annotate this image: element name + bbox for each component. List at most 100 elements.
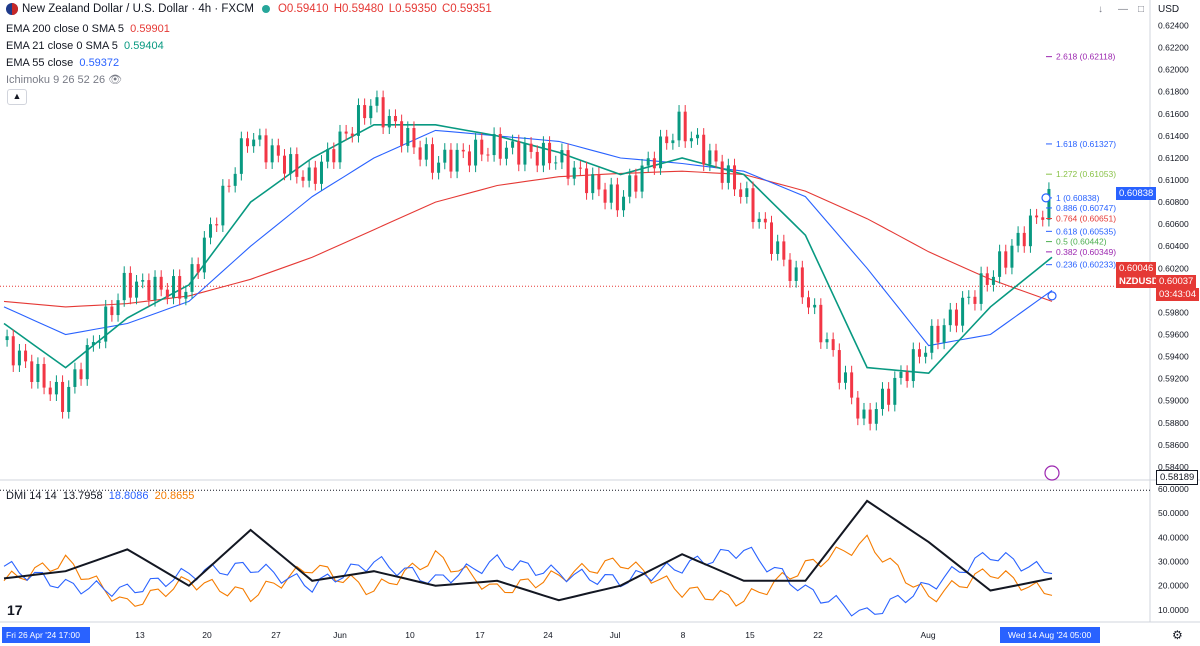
candle-body xyxy=(806,297,810,308)
candle-body xyxy=(757,218,761,223)
chevron-up-icon: ▲ xyxy=(12,91,22,101)
time-tick-label: 13 xyxy=(135,630,145,640)
adx-line xyxy=(3,499,1053,602)
maximize-icon[interactable]: □ xyxy=(1138,4,1145,15)
eye-off-icon[interactable]: 👁︎ xyxy=(108,74,123,86)
symbol-title[interactable]: New Zealand Dollar / U.S. Dollar · 4h · … xyxy=(22,3,254,15)
candle-body xyxy=(609,184,613,203)
ema55-line xyxy=(3,129,1053,347)
fib-anchor-top xyxy=(1041,193,1051,203)
price-tick-label: 0.60600 xyxy=(1158,219,1189,229)
candle-body xyxy=(930,325,934,353)
alert-icon xyxy=(1044,465,1060,481)
candle-body xyxy=(116,300,120,316)
candle-body xyxy=(375,97,379,106)
plus-di-line xyxy=(3,546,1053,617)
fib-anchor-bottom xyxy=(1047,291,1057,301)
indicator-label: Ichimoku 9 26 52 26 xyxy=(6,74,106,86)
symbol-header[interactable]: New Zealand Dollar / U.S. Dollar · 4h · … xyxy=(6,3,494,15)
time-tick-label: 24 xyxy=(543,630,553,640)
candle-body xyxy=(412,128,416,148)
candle-body xyxy=(578,167,582,169)
candle-body xyxy=(973,296,977,304)
candle-body xyxy=(48,387,52,395)
start-time-label: Fri 26 Apr '24 17:00 xyxy=(6,630,80,640)
candle-body xyxy=(135,281,139,298)
candle-body xyxy=(159,276,163,290)
candle-body xyxy=(1028,215,1032,247)
fib-level-label: 1.618 (0.61327) xyxy=(1056,139,1116,149)
fib-level-label: 0.236 (0.60233) xyxy=(1056,260,1116,270)
price-tick-label: 0.62200 xyxy=(1158,43,1189,53)
collapse-legend-button[interactable]: ▲ xyxy=(7,89,27,105)
price-tick-label: 0.61000 xyxy=(1158,175,1189,185)
candle-body xyxy=(221,185,225,226)
candle-body xyxy=(868,409,872,424)
candle-body xyxy=(400,121,404,146)
candle-body xyxy=(726,165,730,183)
candle-body xyxy=(733,165,737,190)
price-tick-label: 0.58600 xyxy=(1158,440,1189,450)
scroll-down-icon[interactable]: ↓ xyxy=(1098,4,1103,15)
price-tick-label: 0.61400 xyxy=(1158,131,1189,141)
candle-body xyxy=(356,105,360,136)
candle-body xyxy=(319,161,323,184)
dmi-legend[interactable]: DMI 14 14 13.7958 18.8086 20.8655 xyxy=(6,490,194,502)
candle-body xyxy=(917,349,921,357)
candle-body xyxy=(1004,251,1008,268)
candle-body xyxy=(511,141,515,148)
candle-body xyxy=(585,168,589,194)
candle-body xyxy=(1041,217,1045,220)
candle-body xyxy=(282,155,286,174)
candle-body xyxy=(1016,232,1020,246)
candle-body xyxy=(948,309,952,326)
candle-body xyxy=(209,224,213,238)
candle-body xyxy=(652,158,656,169)
fib-level-label: 0.618 (0.60535) xyxy=(1056,226,1116,236)
candle-body xyxy=(1035,215,1039,218)
gear-icon[interactable]: ⚙ xyxy=(1172,628,1183,642)
candle-body xyxy=(301,176,305,181)
indicator-label: EMA 21 close 0 SMA 5 xyxy=(6,40,118,52)
candle-body xyxy=(486,154,490,156)
indicator-ichimoku[interactable]: Ichimoku 9 26 52 26 👁︎ xyxy=(6,73,122,86)
candle-body xyxy=(492,133,496,156)
candle-body xyxy=(313,167,317,184)
candle-body xyxy=(344,131,348,134)
price-tick-label: 0.58400 xyxy=(1158,462,1189,472)
candle-body xyxy=(172,276,176,298)
indicator-value: 0.59404 xyxy=(124,40,164,52)
time-tick-label: 10 xyxy=(405,630,415,640)
indicator-ema21[interactable]: EMA 21 close 0 SMA 5 0.59404 xyxy=(6,40,164,52)
candle-body xyxy=(252,139,256,147)
candle-body xyxy=(911,349,915,382)
candle-body xyxy=(942,325,946,343)
candle-body xyxy=(634,175,638,192)
candle-body xyxy=(141,280,145,282)
price-tick-label: 0.61200 xyxy=(1158,153,1189,163)
indicator-ema200[interactable]: EMA 200 close 0 SMA 5 0.59901 xyxy=(6,23,170,35)
candle-body xyxy=(264,135,268,163)
indicator-ema55[interactable]: EMA 55 close 0.59372 xyxy=(6,57,119,69)
candle-body xyxy=(30,361,34,382)
candle-body xyxy=(954,309,958,326)
candle-body xyxy=(338,131,342,163)
candle-body xyxy=(523,143,527,165)
candle-body xyxy=(541,142,545,166)
time-tick-label: Jun xyxy=(333,630,347,640)
candle-body xyxy=(190,264,194,292)
dmi-tick-label: 60.0000 xyxy=(1158,484,1189,494)
candle-body xyxy=(850,372,854,398)
candle-body xyxy=(677,111,681,141)
candle-body xyxy=(763,218,767,223)
candle-body xyxy=(628,175,632,197)
candle-body xyxy=(289,154,293,174)
candle-body xyxy=(831,339,835,351)
price-tick-label: 0.62400 xyxy=(1158,21,1189,31)
candle-body xyxy=(381,97,385,128)
tradingview-logo[interactable]: 17 xyxy=(7,602,23,618)
currency-selector[interactable]: USD xyxy=(1158,4,1180,15)
candle-body xyxy=(936,325,940,343)
minimize-icon[interactable]: — xyxy=(1118,4,1128,15)
